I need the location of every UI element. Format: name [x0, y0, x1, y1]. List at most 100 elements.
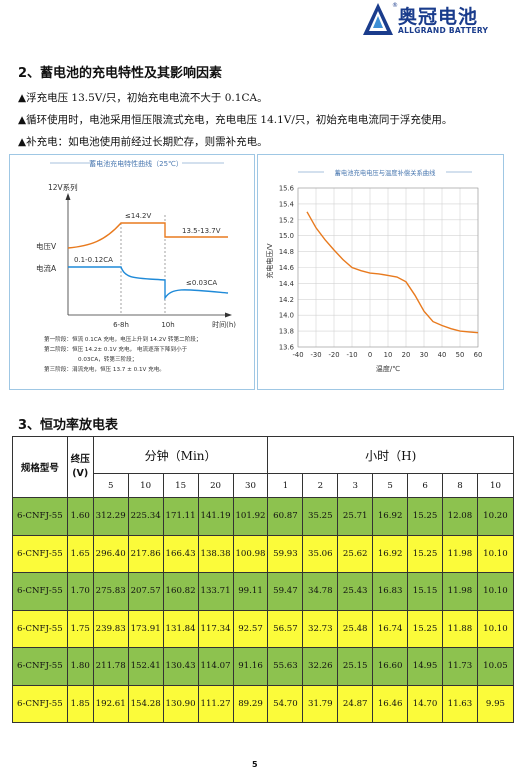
- cell-model: 6-CNFJ-55: [12, 534, 68, 573]
- stage-note-1: 第一阶段：恒流 0.1CA 充电，电压上升到 14.2V 转第二阶段；: [44, 335, 202, 343]
- cell-value: 130.90: [162, 684, 199, 723]
- cell-value: 24.87: [337, 684, 374, 723]
- y-tick-label: 13.6: [279, 344, 294, 352]
- cell-model: 6-CNFJ-55: [12, 572, 68, 611]
- cell-model: 6-CNFJ-55: [12, 609, 68, 648]
- cell-end-voltage: 1.80: [66, 647, 94, 686]
- cell-value: 130.43: [162, 647, 199, 686]
- charge-characteristic-chart: 蓄电池充电特性曲线（25℃） 12V系列 电压V 电流A ≤14.2V 13.5…: [36, 159, 236, 373]
- cell-value: 171.11: [162, 497, 199, 536]
- cell-value: 54.70: [267, 684, 304, 723]
- header-hour-6: 6: [407, 473, 443, 498]
- brand-mark-icon: [363, 3, 393, 35]
- right-chart-title: 蓄电池充电电压与温度补偿关系曲线: [335, 168, 436, 177]
- x-tick-label: 50: [456, 351, 465, 359]
- voltage-curve: [67, 222, 228, 249]
- cell-end-voltage: 1.65: [66, 534, 94, 573]
- cell-value: 25.62: [337, 534, 374, 573]
- header-hour-2: 2: [302, 473, 339, 498]
- header-hour-3: 3: [337, 473, 374, 498]
- cell-value: 60.87: [267, 497, 304, 536]
- header-hour-10: 10: [476, 473, 515, 498]
- stage-note-2b: 0.03CA，转第三阶段；: [78, 355, 137, 363]
- cell-value: 10.10: [476, 534, 515, 573]
- brand-logo: ® 奥冠电池 ALLGRAND BATTERY: [360, 2, 500, 38]
- cell-value: 101.92: [232, 497, 269, 536]
- cell-value: 138.38: [197, 534, 234, 573]
- compensation-curve: [306, 211, 479, 334]
- table-row: 6-CNFJ-55 1.70 275.83 207.57 160.82 133.71 99.…: [12, 572, 515, 611]
- y-tick-label: 13.8: [279, 328, 294, 336]
- cell-value: 89.29: [232, 684, 269, 723]
- series-label: 12V系列: [48, 182, 78, 192]
- cell-value: 14.95: [407, 647, 443, 686]
- cell-end-voltage: 1.70: [66, 572, 94, 611]
- cell-value: 275.83: [92, 572, 129, 611]
- x-tick-label: 60: [474, 351, 483, 359]
- cell-end-voltage: 1.85: [66, 684, 94, 723]
- cell-value: 15.25: [407, 534, 443, 573]
- cell-value: 239.83: [92, 609, 129, 648]
- header-minute-30: 30: [232, 473, 269, 498]
- cell-value: 133.71: [197, 572, 234, 611]
- cell-value: 225.34: [127, 497, 164, 536]
- cell-value: 25.71: [337, 497, 374, 536]
- cell-value: 35.06: [302, 534, 339, 573]
- cell-value: 25.48: [337, 609, 374, 648]
- x-tick-label: 10: [384, 351, 393, 359]
- current-axis-label: 电流A: [36, 263, 57, 273]
- cell-value: 12.08: [442, 497, 478, 536]
- y-tick-label: 14.8: [279, 248, 294, 256]
- plot-frame: [297, 187, 479, 348]
- cell-value: 207.57: [127, 572, 164, 611]
- brand-name-cn: 奥冠电池: [398, 6, 479, 28]
- y-tick-label: 15.4: [279, 200, 294, 208]
- bullet-float-charge: ▲浮充电压 13.5V/只，初始充电电流不大于 0.1CA。: [18, 92, 268, 104]
- cell-value: 114.07: [197, 647, 234, 686]
- cell-value: 32.73: [302, 609, 339, 648]
- x-tick-label: -30: [310, 351, 321, 359]
- stage-note-3: 第三阶段：涓流充电，恒压 13.7 ± 0.1V 充电。: [44, 365, 165, 373]
- left-chart-title: 蓄电池充电特性曲线（25℃）: [89, 159, 183, 168]
- temperature-compensation-chart: 蓄电池充电电压与温度补偿关系曲线 15.6 15.4 15.2 15.0 14.8 14.…: [265, 168, 483, 373]
- cell-value: 16.74: [372, 609, 409, 648]
- cell-value: 11.88: [442, 609, 478, 648]
- cell-value: 15.15: [407, 572, 443, 611]
- cell-value: 211.78: [92, 647, 129, 686]
- section3-title: 3、恒功率放电表: [18, 418, 119, 433]
- header-minutes-group: 分钟（Min）: [92, 436, 269, 474]
- x-tick-label: 40: [438, 351, 447, 359]
- cell-value: 111.27: [197, 684, 234, 723]
- cell-value: 16.92: [372, 497, 409, 536]
- cell-value: 192.61: [92, 684, 129, 723]
- cell-value: 16.92: [372, 534, 409, 573]
- table-row: 6-CNFJ-55 1.80 211.78 152.41 130.43 114.07 91.…: [12, 647, 515, 686]
- x-axis-label: 温度/℃: [376, 364, 400, 373]
- x-tick-label: 30: [420, 351, 429, 359]
- cell-value: 10.05: [476, 647, 515, 686]
- table-row: 6-CNFJ-55 1.85 192.61 154.28 130.90 111.27 89.…: [12, 684, 515, 723]
- cell-value: 55.63: [267, 647, 304, 686]
- cell-value: 15.25: [407, 609, 443, 648]
- cell-value: 217.86: [127, 534, 164, 573]
- cell-value: 152.41: [127, 647, 164, 686]
- tick-10h: 10h: [161, 321, 174, 329]
- y-tick-label: 14.0: [279, 312, 294, 320]
- y-tick-label: 15.0: [279, 232, 294, 240]
- cell-value: 59.47: [267, 572, 304, 611]
- cell-value: 10.10: [476, 609, 515, 648]
- cell-value: 91.16: [232, 647, 269, 686]
- end-current-label: ≤0.03CA: [186, 279, 217, 287]
- float-voltage-label: 13.5-13.7V: [182, 227, 221, 235]
- cell-value: 16.60: [372, 647, 409, 686]
- cell-value: 35.25: [302, 497, 339, 536]
- cell-value: 11.63: [442, 684, 478, 723]
- page-number: 5: [252, 760, 258, 769]
- cell-value: 56.57: [267, 609, 304, 648]
- header-minute-10: 10: [127, 473, 164, 498]
- cell-value: 14.70: [407, 684, 443, 723]
- cell-value: 11.98: [442, 534, 478, 573]
- cell-value: 99.11: [232, 572, 269, 611]
- bullet-supplementary-charge: ▲补充电：如电池使用前经过长期贮存，则需补充电。: [18, 136, 268, 148]
- x-tick-label: 0: [368, 351, 372, 359]
